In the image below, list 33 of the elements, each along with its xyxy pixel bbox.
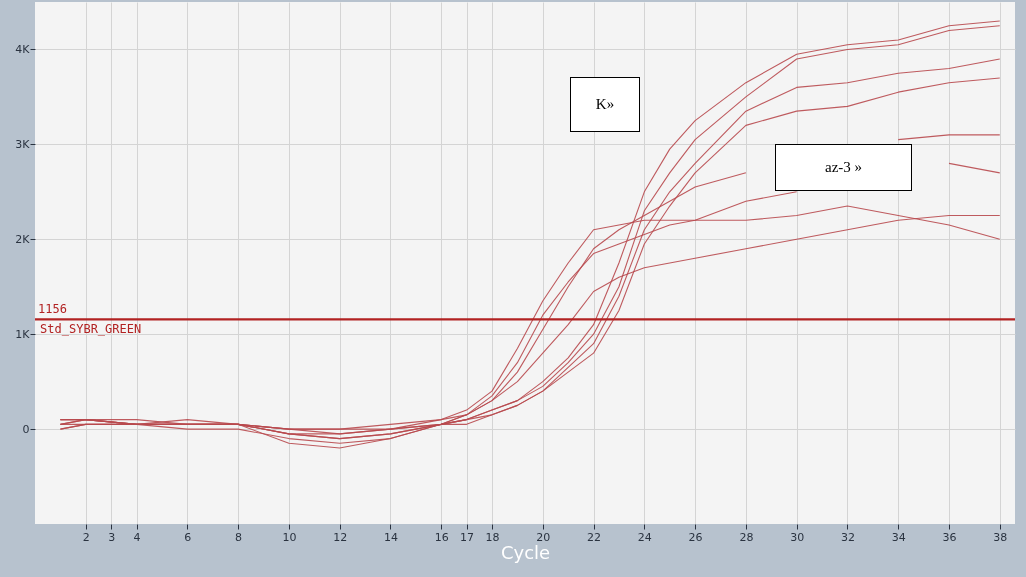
text-box: az-3 »	[775, 144, 912, 191]
x-tick-label: 36	[942, 530, 957, 544]
ref-line-label: 1156	[38, 302, 67, 317]
x-tick-label: 6	[184, 530, 192, 544]
x-tick-label: 38	[993, 530, 1008, 544]
annotation: az-3 »	[824, 159, 863, 176]
x-tick-label: 4	[133, 530, 141, 544]
y-tick-label: 3K	[15, 137, 31, 151]
x-tick-label: 26	[688, 530, 703, 544]
x-axis-title: Cycle	[500, 541, 551, 563]
x-tick-label: 28	[739, 530, 754, 544]
x-tick-label: 30	[790, 530, 805, 544]
x-tick-label: 12	[333, 530, 348, 544]
y-tick-label: 4K	[15, 42, 31, 56]
y-tick-label: 2K	[15, 232, 31, 246]
x-tick-label: 34	[891, 530, 906, 544]
annotation: K»	[595, 96, 615, 113]
x-tick-label: 32	[840, 530, 855, 544]
x-tick-label: 17	[460, 530, 475, 544]
y-tick-label: 1K	[15, 327, 31, 341]
x-tick-label: 20	[536, 530, 551, 544]
x-tick-label: 2	[82, 530, 90, 544]
y-tick-label: 0	[22, 422, 30, 436]
x-tick-label: 16	[434, 530, 449, 544]
text-box: K»	[570, 77, 640, 132]
annotation: Std_SYBR_GREEN	[40, 322, 142, 337]
x-tick-label: 14	[383, 530, 398, 544]
x-tick-label: 24	[637, 530, 652, 544]
x-tick-label: 18	[485, 530, 500, 544]
x-tick-label: 22	[587, 530, 602, 544]
x-tick-label: 3	[108, 530, 116, 544]
x-tick-label: 10	[282, 530, 297, 544]
x-tick-label: 8	[235, 530, 243, 544]
